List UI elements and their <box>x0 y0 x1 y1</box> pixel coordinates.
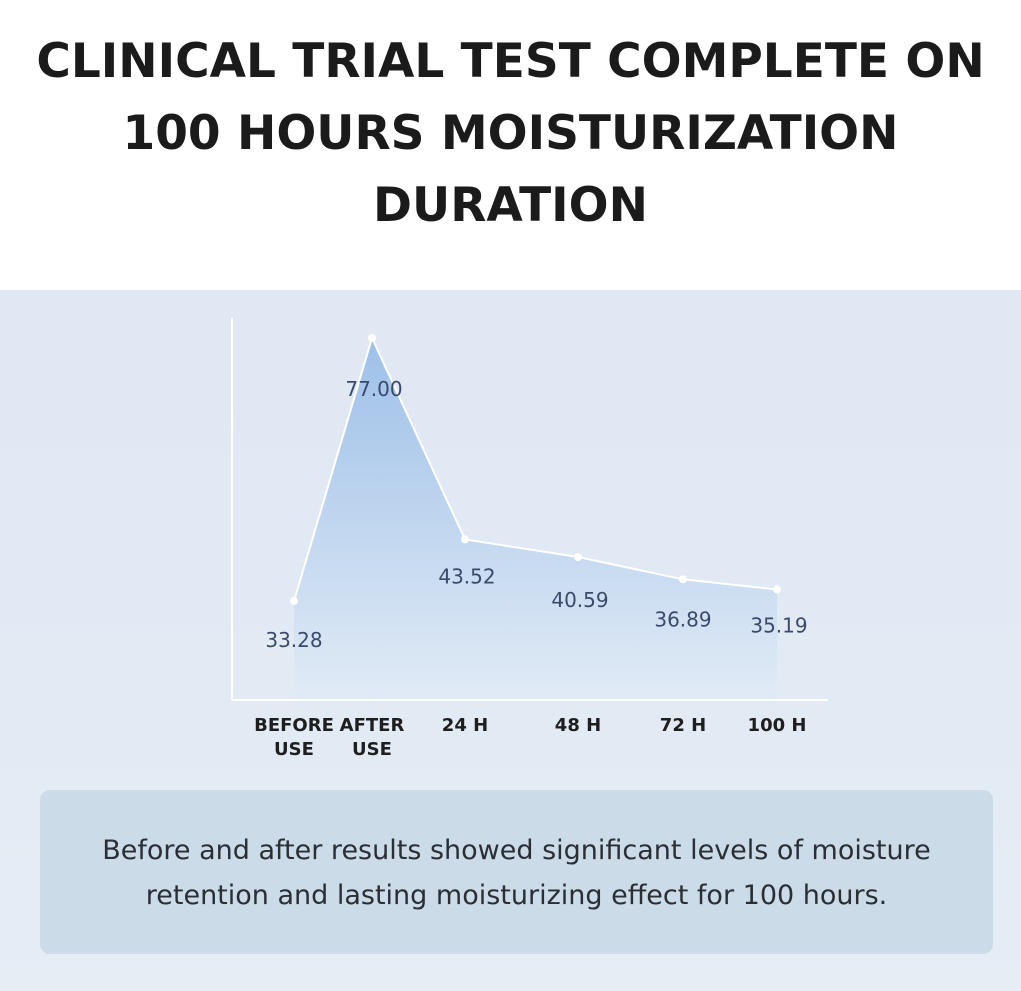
data-point <box>679 575 687 584</box>
series-line <box>293 335 778 602</box>
result-note-text: Before and after results showed signific… <box>102 835 931 911</box>
headline: CLINICAL TRIAL TEST COMPLETE ON 100 HOUR… <box>0 26 1021 242</box>
x-tick-label: 100 H <box>747 715 807 736</box>
data-label: 35.19 <box>750 614 807 638</box>
x-tick-label: 72 H <box>659 715 707 736</box>
data-point <box>461 535 469 544</box>
data-point <box>773 585 781 594</box>
x-tick-label: 48 H <box>554 715 602 736</box>
result-note-box: Before and after results showed signific… <box>40 790 993 954</box>
data-point <box>368 334 376 342</box>
data-label: 43.52 <box>438 564 495 588</box>
area-fill <box>294 338 777 700</box>
headline-line-1: CLINICAL TRIAL TEST COMPLETE ON <box>36 34 985 89</box>
data-label: 36.89 <box>654 607 711 631</box>
data-point <box>290 597 298 605</box>
data-label: 77.00 <box>345 377 402 401</box>
x-tick-label: AFTER USE <box>339 715 405 760</box>
moisture-area-chart: 33.28 77.00 43.52 40.59 36.89 35.19 <box>231 318 828 701</box>
x-tick-label: 24 H <box>441 715 489 736</box>
data-point <box>574 553 582 561</box>
headline-line-2: 100 HOURS MOISTURIZATION <box>122 106 899 161</box>
headline-line-3: DURATION <box>373 178 648 233</box>
data-label: 33.28 <box>265 628 322 652</box>
data-label: 40.59 <box>551 588 608 612</box>
x-tick-label: BEFORE USE <box>254 715 334 760</box>
chart-panel: 33.28 77.00 43.52 40.59 36.89 35.19 BEFORE US… <box>0 290 1021 991</box>
